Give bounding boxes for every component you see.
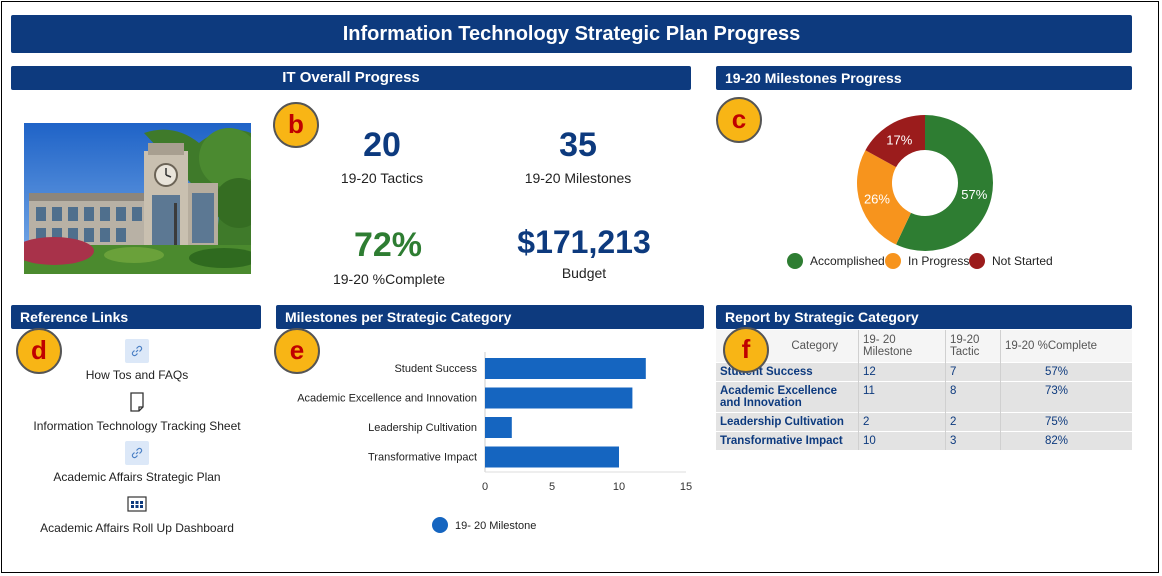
legend-not-started: Not Started xyxy=(969,253,1053,269)
annotation-badge-c: c xyxy=(716,97,762,143)
milestones-count: 35 xyxy=(559,126,597,164)
donut-slice-not-started[interactable] xyxy=(865,115,925,168)
tactics-count: 20 xyxy=(363,126,401,164)
tactic-cell: 3 xyxy=(945,431,1001,450)
x-tick-label: 15 xyxy=(680,481,692,493)
not-started-dot xyxy=(969,253,985,269)
bar-student-success[interactable] xyxy=(485,358,646,379)
donut-slice-accomplished[interactable] xyxy=(896,115,993,252)
legend-in-progress-label: In Progress xyxy=(908,254,970,268)
milestones-progress-title: 19-20 Milestones Progress xyxy=(716,66,1132,90)
category-label: Leadership Cultivation xyxy=(368,422,477,434)
link-label: Information Technology Tracking Sheet xyxy=(33,419,241,433)
legend-series-label: 19- 20 Milestone xyxy=(455,520,536,532)
tactic-cell: 8 xyxy=(945,381,1001,413)
annotation-badge-f: f xyxy=(723,327,769,373)
category-cell[interactable]: Leadership Cultivation xyxy=(716,412,859,432)
table-header-row: Category 19- 20 Milestone 19-20 Tactic 1… xyxy=(716,330,1132,363)
category-cell[interactable]: Transformative Impact xyxy=(716,431,859,450)
table-row: Student Success 12 7 57% xyxy=(716,362,1132,382)
complete-cell: 73% xyxy=(1000,381,1132,413)
legend-in-progress: In Progress xyxy=(885,253,969,269)
category-label: Student Success xyxy=(394,363,477,375)
link-it-tracking-sheet[interactable]: Information Technology Tracking Sheet xyxy=(17,390,257,433)
link-icon xyxy=(125,441,149,465)
link-label: How Tos and FAQs xyxy=(85,368,189,382)
legend-accomplished: Accomplished xyxy=(787,253,885,269)
budget-label: Budget xyxy=(561,265,607,281)
milestone-cell: 2 xyxy=(858,412,946,432)
complete-cell: 75% xyxy=(1000,412,1132,432)
table-row: Transformative Impact 10 3 82% xyxy=(716,431,1132,450)
report-table: Category 19- 20 Milestone 19-20 Tactic 1… xyxy=(716,330,1132,450)
donut-slice-label: 57% xyxy=(961,187,987,202)
percent-complete-value: 72% xyxy=(353,226,423,264)
complete-cell: 82% xyxy=(1000,431,1132,450)
accomplished-dot xyxy=(787,253,803,269)
column-header-tactic[interactable]: 19-20 Tactic xyxy=(945,330,1001,363)
category-cell[interactable]: Academic Excellence and Innovation xyxy=(716,381,859,413)
tactics-label: 19-20 Tactics xyxy=(340,170,424,186)
category-chart-title: Milestones per Strategic Category xyxy=(276,305,704,329)
link-label: Academic Affairs Strategic Plan xyxy=(53,470,221,484)
annotation-badge-d: d xyxy=(16,328,62,374)
category-label: Transformative Impact xyxy=(368,452,477,464)
budget-value: $171,213 xyxy=(517,224,651,260)
column-header-complete[interactable]: 19-20 %Complete xyxy=(1000,330,1132,363)
column-header-milestone[interactable]: 19- 20 Milestone xyxy=(858,330,946,363)
link-icon xyxy=(125,339,149,363)
dashboard-icon xyxy=(125,492,149,516)
overall-progress-title: IT Overall Progress xyxy=(11,66,691,90)
document-icon xyxy=(125,390,149,414)
table-row: Leadership Cultivation 2 2 75% xyxy=(716,412,1132,432)
category-label: Academic Excellence and Innovation xyxy=(297,393,477,405)
tactic-cell: 2 xyxy=(945,412,1001,432)
donut-slice-in-progress[interactable] xyxy=(857,150,911,245)
percent-complete-label: 19-20 %Complete xyxy=(332,271,446,287)
annotation-badge-b: b xyxy=(273,102,319,148)
page-title: Information Technology Strategic Plan Pr… xyxy=(11,15,1132,53)
in-progress-dot xyxy=(885,253,901,269)
link-label: Academic Affairs Roll Up Dashboard xyxy=(40,521,234,535)
x-tick-label: 10 xyxy=(613,481,625,493)
milestone-cell: 12 xyxy=(858,362,946,382)
bar-academic-excellence-and-innovation[interactable] xyxy=(485,387,633,409)
legend-series-dot xyxy=(432,517,448,533)
donut-slice-label: 17% xyxy=(886,133,912,148)
x-tick-label: 0 xyxy=(482,481,488,493)
milestones-bar-chart: 0 5 10 15 Student Success Academic Excellence… xyxy=(297,352,692,533)
legend-not-started-label: Not Started xyxy=(992,254,1053,268)
milestones-donut-chart: 57% 26% 17% xyxy=(857,115,993,252)
donut-slice-label: 26% xyxy=(864,192,890,207)
table-row: Academic Excellence and Innovation 11 8 … xyxy=(716,381,1132,413)
report-title: Report by Strategic Category xyxy=(716,305,1132,329)
link-roll-up-dashboard[interactable]: Academic Affairs Roll Up Dashboard xyxy=(17,492,257,535)
milestone-cell: 10 xyxy=(858,431,946,450)
complete-cell: 57% xyxy=(1000,362,1132,382)
milestone-cell: 11 xyxy=(858,381,946,413)
legend-accomplished-label: Accomplished xyxy=(810,254,885,268)
bar-leadership-cultivation[interactable] xyxy=(485,417,512,438)
report-table-container: Category 19- 20 Milestone 19-20 Tactic 1… xyxy=(716,330,1132,450)
tactic-cell: 7 xyxy=(945,362,1001,382)
reference-links-title: Reference Links xyxy=(11,305,261,329)
x-tick-label: 5 xyxy=(549,481,555,493)
milestones-label: 19-20 Milestones xyxy=(524,170,632,186)
bar-transformative-impact[interactable] xyxy=(485,446,619,468)
annotation-badge-e: e xyxy=(274,328,320,374)
campus-building-photo xyxy=(24,123,251,274)
link-academic-affairs-plan[interactable]: Academic Affairs Strategic Plan xyxy=(17,441,257,484)
link-how-tos-faqs[interactable]: How Tos and FAQs xyxy=(17,339,257,382)
